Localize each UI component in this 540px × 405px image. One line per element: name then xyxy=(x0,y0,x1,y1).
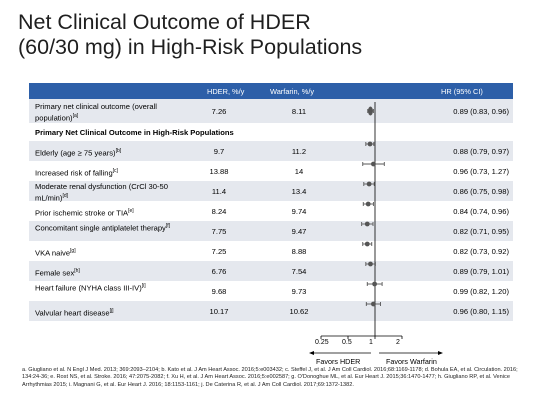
point-estimate xyxy=(366,181,372,187)
row-hder: 6.76 xyxy=(211,267,227,276)
row-label: VKA naive[g] xyxy=(35,248,76,258)
row-label: Prior ischemic stroke or TIA[e] xyxy=(35,208,134,218)
row-hr: 0.96 (0.80, 1.15) xyxy=(453,307,509,316)
row-hr: 0.96 (0.73, 1.27) xyxy=(453,167,509,176)
table-row: Prior ischemic stroke or TIA[e] 8.24 9.74 0… xyxy=(29,201,513,221)
point-estimate xyxy=(367,141,373,147)
row-label: Heart failure (NYHA class III-IV)[i] xyxy=(35,283,146,293)
subgroup-rows: Elderly (age ≥ 75 years)[b] 9.7 11.2 0.88 (… xyxy=(29,141,513,321)
row-hder: 11.4 xyxy=(211,187,227,196)
row-warfarin: 9.74 xyxy=(291,207,307,216)
point-estimate xyxy=(372,281,378,287)
footnote-text: a. Giugliano et al. N Engl J Med. 2013; … xyxy=(22,367,518,388)
row-label: Concomitant single antiplatelet therapy[… xyxy=(35,223,171,233)
point-estimate xyxy=(364,241,370,247)
results-table: HDER, %/y Warfarin, %/y HR (95% CI) Prim… xyxy=(29,83,513,321)
table-row: VKA naive[g] 7.25 8.88 0.82 (0.73, 0.92) xyxy=(29,241,513,261)
primary-row: Primary net clinical outcome (overall po… xyxy=(29,99,513,123)
table-row: Heart failure (NYHA class III-IV)[i] 9.68… xyxy=(29,281,513,301)
axis-tick-label: 1 xyxy=(369,339,373,346)
table-row: Increased risk of falling[c] 13.88 14 0.96 … xyxy=(29,161,513,181)
section-title: Primary Net Clinical Outcome in High-Ris… xyxy=(35,128,234,137)
row-warfarin: 8.88 xyxy=(291,247,307,256)
title-line-1: Net Clinical Outcome of HDER xyxy=(18,10,311,34)
axis-tick-label: 0.5 xyxy=(342,339,352,346)
row-hr: 0.86 (0.75, 0.98) xyxy=(453,187,509,196)
point-estimate xyxy=(368,261,373,267)
row-hder: 7.25 xyxy=(211,247,227,256)
row-hder: 7.75 xyxy=(211,227,227,236)
row-hr: 0.84 (0.74, 0.96) xyxy=(453,207,509,216)
row-hder: 9.68 xyxy=(211,287,227,296)
point-estimate xyxy=(364,221,370,227)
row-warfarin: 13.4 xyxy=(291,187,307,196)
row-warfarin: 9.47 xyxy=(291,227,307,236)
axis-tick-label: 0.25 xyxy=(315,339,329,346)
header-hr: HR (95% CI) xyxy=(441,87,483,96)
axis-tick-label: 2 xyxy=(396,339,400,346)
favors-warfarin-label: Favors Warfarin xyxy=(386,357,437,366)
section-header: Primary Net Clinical Outcome in High-Ris… xyxy=(29,123,513,141)
row-warfarin: 14 xyxy=(294,167,304,176)
table-row: Female sex[h] 6.76 7.54 0.89 (0.79, 1.01) xyxy=(29,261,513,281)
primary-hr: 0.89 (0.83, 0.96) xyxy=(453,107,509,116)
row-warfarin: 11.2 xyxy=(291,147,307,156)
primary-warfarin: 8.11 xyxy=(291,107,307,116)
row-label: Valvular heart disease[j] xyxy=(35,308,114,318)
point-estimate xyxy=(371,301,376,307)
point-estimate xyxy=(371,161,376,167)
header-hder: HDER, %/y xyxy=(207,87,245,96)
table-row: Valvular heart disease[j] 10.17 10.62 0.96 … xyxy=(29,301,513,321)
primary-hder: 7.26 xyxy=(211,107,227,116)
row-hr: 0.89 (0.79, 1.01) xyxy=(453,267,509,276)
row-hder: 10.17 xyxy=(209,307,229,316)
point-estimate xyxy=(365,201,371,207)
row-warfarin: 7.54 xyxy=(291,267,307,276)
row-hr: 0.82 (0.71, 0.95) xyxy=(453,227,509,236)
row-hder: 9.7 xyxy=(213,147,225,156)
primary-label: Primary net clinical outcome (overall po… xyxy=(35,102,157,123)
table-header: HDER, %/y Warfarin, %/y HR (95% CI) xyxy=(29,83,513,99)
table-row: Moderate renal dysfunction (CrCl 30-50 m… xyxy=(29,181,513,203)
row-hr: 0.88 (0.79, 0.97) xyxy=(453,147,509,156)
table-row: Elderly (age ≥ 75 years)[b] 9.7 11.2 0.88 (… xyxy=(29,141,513,161)
row-hr: 0.82 (0.73, 0.92) xyxy=(453,247,509,256)
row-hder: 8.24 xyxy=(211,207,227,216)
favors-warfarin-arrowhead xyxy=(438,351,443,355)
favors-hder-arrowhead xyxy=(309,351,314,355)
favors-hder-label: Favors HDER xyxy=(316,357,361,366)
point-estimate xyxy=(367,106,373,116)
row-label: Female sex[h] xyxy=(35,268,80,278)
row-hder: 13.88 xyxy=(209,167,229,176)
row-warfarin: 9.73 xyxy=(291,287,307,296)
title-line-2: (60/30 mg) in High-Risk Populations xyxy=(18,35,363,59)
table-row: Concomitant single antiplatelet therapy[… xyxy=(29,221,513,241)
row-label: Increased risk of falling[c] xyxy=(35,168,118,178)
row-hr: 0.99 (0.82, 1.20) xyxy=(453,287,509,296)
footnotes: a. Giugliano et al. N Engl J Med. 2013; … xyxy=(22,367,527,389)
row-label: Elderly (age ≥ 75 years)[b] xyxy=(35,148,122,158)
row-warfarin: 10.62 xyxy=(289,307,309,316)
header-warfarin: Warfarin, %/y xyxy=(270,87,315,96)
slide-title: Net Clinical Outcome of HDER (60/30 mg) … xyxy=(18,10,518,60)
row-label: Moderate renal dysfunction (CrCl 30-50 m… xyxy=(35,182,168,203)
